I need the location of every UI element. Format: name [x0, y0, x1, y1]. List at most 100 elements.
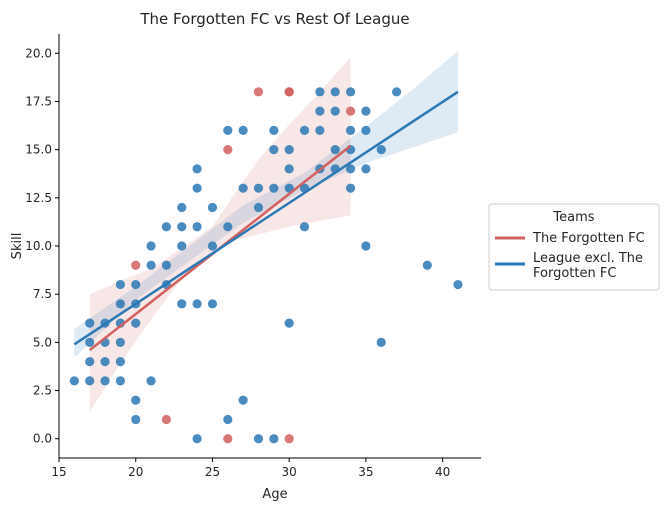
legend: Teams The Forgotten FC League excl. The F…	[488, 203, 660, 291]
point-league	[177, 202, 187, 213]
point-league	[253, 202, 264, 213]
y-tick-label: 5.0	[33, 335, 52, 349]
point-league	[253, 183, 264, 193]
point-league	[131, 414, 141, 425]
point-league	[192, 164, 202, 174]
legend-title: Teams	[552, 210, 594, 225]
point-league	[330, 145, 340, 155]
point-league	[284, 318, 294, 328]
legend-label-forgotten-fc: The Forgotten FC	[532, 231, 645, 246]
point-league	[69, 376, 79, 386]
axes: 15 20 25 30 35 40 0.0 2.5 5.0 7.5 10.0 12.5 15.0 17.…	[25, 34, 481, 479]
x-tick-label: 15	[51, 465, 66, 479]
point-league	[315, 106, 325, 116]
point-forgotten-fc	[345, 106, 356, 116]
point-forgotten-fc	[223, 434, 233, 444]
point-league	[207, 241, 218, 251]
x-tick-label: 35	[358, 465, 373, 479]
point-league	[361, 106, 371, 116]
point-league	[207, 202, 218, 213]
point-league	[131, 279, 141, 290]
point-forgotten-fc	[161, 414, 172, 425]
y-tick-label: 7.5	[33, 287, 52, 301]
point-league	[299, 222, 310, 232]
y-tick-label: 17.5	[25, 94, 52, 108]
point-league	[177, 222, 187, 232]
point-league	[85, 337, 95, 347]
point-league	[100, 357, 110, 367]
point-league	[299, 125, 310, 135]
point-forgotten-fc	[284, 434, 294, 444]
y-axis-label: Skill	[10, 233, 25, 260]
point-league	[177, 241, 187, 251]
confidence-bands	[74, 51, 459, 412]
point-league	[376, 337, 386, 347]
point-league	[192, 434, 202, 444]
point-league	[284, 164, 294, 174]
point-league	[361, 164, 371, 174]
point-league	[85, 376, 95, 386]
point-league	[345, 87, 356, 97]
point-league	[284, 145, 294, 155]
y-tick-label: 2.5	[33, 384, 52, 398]
point-league	[315, 125, 325, 135]
point-league	[146, 241, 156, 251]
y-tick-label: 10.0	[25, 239, 52, 253]
point-league	[115, 299, 125, 309]
point-league	[115, 279, 125, 290]
data-points	[69, 87, 463, 444]
point-league	[223, 414, 233, 425]
point-league	[85, 318, 95, 328]
y-tick-label: 12.5	[25, 191, 52, 205]
point-league	[131, 395, 141, 405]
point-league	[115, 376, 125, 386]
point-league	[238, 125, 248, 135]
point-league	[161, 260, 172, 270]
regression-lines	[73, 90, 459, 352]
point-league	[269, 145, 279, 155]
point-league	[269, 183, 279, 193]
legend-frame	[488, 203, 660, 291]
x-ticks: 15 20 25 30 35 40	[51, 458, 450, 479]
point-league	[207, 299, 218, 309]
point-league	[253, 434, 264, 444]
point-forgotten-fc	[131, 260, 141, 270]
point-league	[315, 87, 325, 97]
point-league	[192, 299, 202, 309]
point-league	[115, 357, 125, 367]
point-league	[223, 125, 233, 135]
point-league	[223, 222, 233, 232]
point-league	[345, 164, 356, 174]
point-league	[177, 299, 187, 309]
point-league	[330, 87, 340, 97]
x-tick-label: 40	[435, 465, 450, 479]
point-league	[392, 87, 402, 97]
legend-label-league: League excl. The Forgotten FC	[533, 251, 643, 281]
point-league	[376, 145, 386, 155]
point-league	[361, 241, 371, 251]
y-tick-label: 20.0	[25, 46, 52, 60]
x-tick-label: 20	[128, 465, 143, 479]
point-league	[161, 222, 172, 232]
point-league	[192, 222, 202, 232]
point-league	[131, 318, 141, 328]
point-league	[192, 183, 202, 193]
y-ticks: 0.0 2.5 5.0 7.5 10.0 12.5 15.0 17.5 20.0	[25, 46, 59, 446]
fit-line-league	[73, 90, 459, 346]
point-forgotten-fc	[284, 87, 294, 97]
point-league	[238, 395, 248, 405]
point-forgotten-fc	[253, 87, 264, 97]
band-league	[74, 51, 459, 358]
x-tick-label: 25	[205, 465, 220, 479]
chart-title: The Forgotten FC vs Rest Of League	[139, 10, 409, 28]
point-league	[115, 337, 125, 347]
point-league	[330, 106, 340, 116]
y-tick-label: 15.0	[25, 143, 52, 157]
band-forgotten-fc	[89, 57, 351, 412]
x-axis-label: Age	[262, 487, 287, 502]
point-forgotten-fc	[223, 145, 233, 155]
point-league	[345, 183, 356, 193]
point-league	[453, 279, 463, 290]
point-league	[146, 260, 156, 270]
y-tick-label: 0.0	[33, 432, 52, 446]
